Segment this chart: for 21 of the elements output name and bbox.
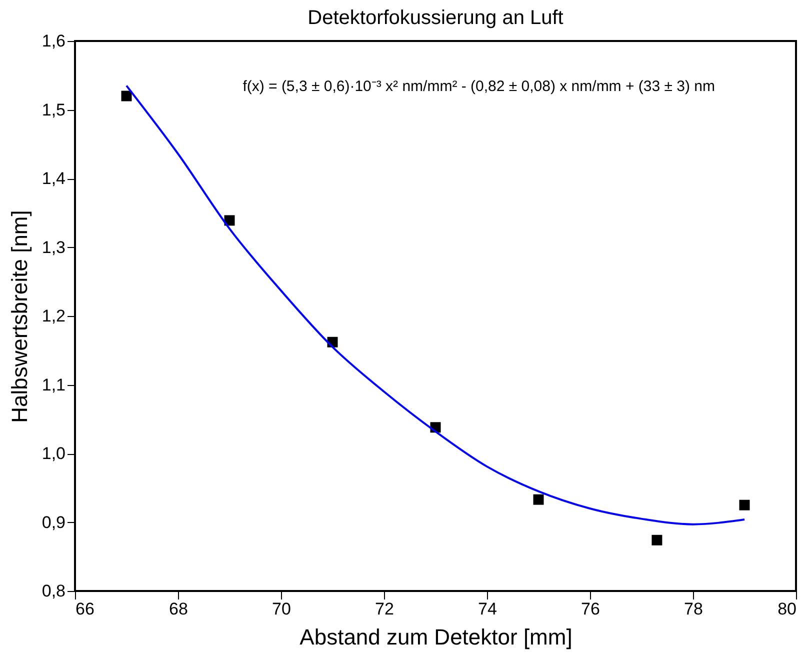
x-tick-label: 74	[478, 600, 497, 618]
annotation: f(x) = (5,3 ± 0,6)·10⁻³ x² nm/mm² - (0,82 ± 0,08) x nm/mm + (33 ± 3) nm	[242, 78, 715, 95]
y-tick-label: 1,1	[42, 375, 66, 394]
y-tick-label: 0,8	[42, 582, 66, 600]
chart-title: Detektorfokussierung an Luft	[308, 7, 564, 29]
x-tick-label: 78	[684, 600, 703, 618]
x-axis-title: Abstand zum Detektor [mm]	[300, 624, 572, 650]
y-tick-label: 1,0	[42, 444, 66, 463]
x-tick-label: 70	[272, 600, 291, 618]
y-tick-label: 1,2	[42, 306, 66, 326]
y-tick-label: 0,9	[42, 512, 66, 532]
y-tick-label: 1,6	[42, 32, 66, 50]
x-tick-label: 72	[375, 600, 394, 618]
y-tick-label: 1,5	[42, 100, 66, 120]
y-axis-title: Halbswertsbreite [nm]	[6, 210, 32, 423]
x-tick-label: 68	[169, 600, 188, 618]
x-tick-label: 80	[778, 600, 796, 618]
y-tick-label: 1,4	[42, 169, 66, 188]
x-tick-label: 76	[581, 600, 600, 618]
x-tick-label: 66	[76, 600, 94, 618]
y-tick-label: 1,3	[42, 238, 66, 257]
